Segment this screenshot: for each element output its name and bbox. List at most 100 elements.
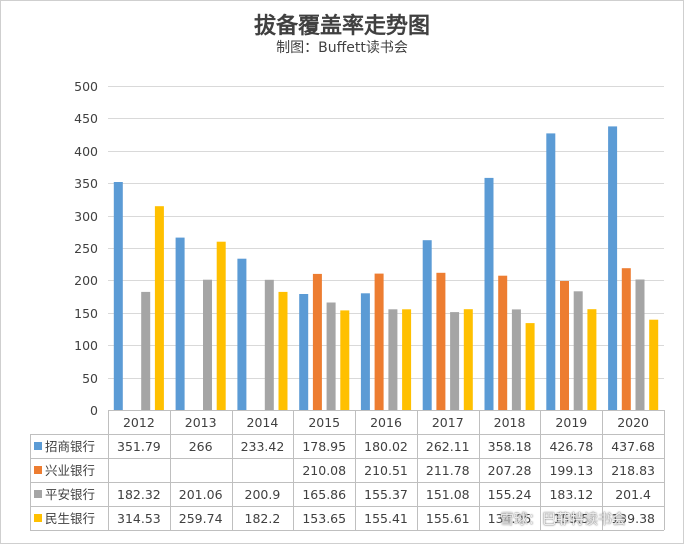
bar [436,272,446,410]
y-tick-label: 150 [74,306,98,321]
data-table: 2012 2013 2014 2015 2016 2017 2018 2019 2020 招商银行… [30,410,665,531]
chart-subtitle: 制图：Buffett读书会 [276,40,408,56]
bar [278,291,288,410]
legend-swatch [34,514,42,522]
data-label: 155.24 [488,487,532,502]
data-label: 153.65 [302,511,346,526]
bar [216,241,226,410]
data-label: 139.38 [611,511,655,526]
data-label: 182.2 [245,511,281,526]
data-label: 201.06 [179,487,223,502]
data-label: 210.51 [364,463,408,478]
bar [154,206,164,410]
y-tick-label: 50 [82,371,98,386]
x-tick-label: 2020 [617,415,649,430]
bar [560,281,569,410]
data-label: 155.5 [553,511,589,526]
bar [525,323,535,410]
data-label: 266 [189,439,213,454]
y-tick-label: 400 [74,144,98,159]
bar [546,133,556,410]
data-label: 180.02 [364,439,408,454]
bar [450,312,460,410]
data-label: 182.32 [117,487,161,502]
bar [113,182,123,410]
y-tick-label: 100 [74,338,98,353]
x-tick-label: 2017 [432,415,464,430]
bar [388,309,398,410]
y-tick-label: 450 [74,111,98,126]
data-label: 207.28 [488,463,532,478]
y-axis: 0 50 100 150 200 250 300 350 400 450 500 [74,79,98,418]
bar [175,237,185,410]
bar [587,309,597,410]
bar [608,126,618,411]
bar [402,309,412,410]
bar [498,275,508,410]
bar [463,309,473,410]
bar [573,291,583,410]
legend-label: 平安银行 [45,487,95,502]
data-label: 262.11 [426,439,470,454]
legend-label: 民生银行 [45,511,95,526]
bar [299,294,309,410]
data-label: 201.4 [615,487,651,502]
y-tick-label: 250 [74,241,98,256]
data-label: 437.68 [611,439,655,454]
legend-swatch [34,466,42,474]
data-label: 210.08 [302,463,346,478]
bar [649,319,659,410]
y-tick-label: 500 [74,79,98,94]
bar [360,293,370,410]
bar [312,273,322,410]
data-label: 155.61 [426,511,470,526]
chart-title: 拔备覆盖率走势图 [253,14,430,39]
bar [264,279,274,410]
x-tick-label: 2013 [185,415,217,430]
data-label: 351.79 [117,439,161,454]
bar [422,240,432,410]
y-tick-label: 300 [74,209,98,224]
x-tick-label: 2012 [123,415,155,430]
bar [511,309,521,410]
data-label: 155.37 [364,487,408,502]
bar [340,310,350,410]
data-label: 211.78 [426,463,470,478]
data-label: 426.78 [549,439,593,454]
bars [113,126,659,411]
data-label: 165.86 [302,487,346,502]
x-tick-label: 2018 [494,415,526,430]
x-tick-label: 2019 [555,415,587,430]
data-label: 151.08 [426,487,470,502]
bar [141,291,151,410]
x-tick-label: 2014 [247,415,279,430]
data-label: 178.95 [302,439,346,454]
y-tick-label: 350 [74,176,98,191]
x-tick-label: 2016 [370,415,402,430]
bar [484,177,494,410]
data-label: 155.41 [364,511,408,526]
data-label: 314.53 [117,511,161,526]
bar [374,273,384,410]
data-label: 200.9 [245,487,281,502]
bar [621,268,631,410]
watermark-text: 雪球：巴菲特读书会 [500,512,626,528]
bar [326,302,336,410]
y-tick-label: 200 [74,273,98,288]
y-tick-label: 0 [90,403,98,418]
legend-swatch [34,442,42,450]
legend-swatch [34,490,42,498]
bar [635,279,645,410]
bar [237,258,247,410]
data-label: 218.83 [611,463,655,478]
data-label: 233.42 [241,439,285,454]
gridlines [108,86,664,379]
data-label: 358.18 [488,439,532,454]
data-label: 183.12 [549,487,593,502]
legend-label: 兴业银行 [45,463,95,478]
data-label: 259.74 [179,511,223,526]
data-label: 199.13 [549,463,593,478]
bar [203,279,212,410]
legend-label: 招商银行 [45,439,95,454]
